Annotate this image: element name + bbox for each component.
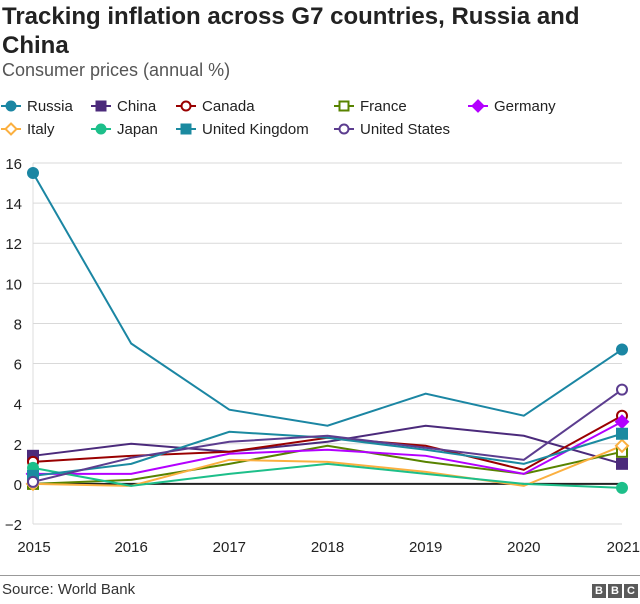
legend-label: France <box>360 97 407 115</box>
legend-item: Canada <box>175 96 255 116</box>
legend-item: United Kingdom <box>175 119 309 139</box>
series-line-china <box>32 424 623 465</box>
legend-label: Russia <box>27 97 73 115</box>
legend-marker <box>176 100 196 112</box>
legend-marker-square <box>338 100 350 112</box>
legend-label: Japan <box>117 120 158 138</box>
y-tick-label: 4 <box>14 397 22 414</box>
y-tick-label: 10 <box>5 276 22 293</box>
legend-label: United Kingdom <box>202 120 309 138</box>
y-tick-label: 6 <box>14 357 22 374</box>
bbc-logo-letter: B <box>592 584 606 598</box>
legend-label: Canada <box>202 97 255 115</box>
legend-item: China <box>90 96 156 116</box>
y-tick-label: 16 <box>5 156 22 173</box>
footer-divider <box>0 575 640 576</box>
y-tick-label: −2 <box>5 517 22 534</box>
legend-item: Italy <box>0 119 55 139</box>
x-tick-label: 2017 <box>213 539 246 556</box>
series-line-japan <box>32 462 623 489</box>
data-point-start <box>27 167 39 180</box>
legend-item: France <box>333 96 407 116</box>
x-tick-label: 2015 <box>17 539 50 556</box>
legend-item: United States <box>333 119 450 139</box>
legend-marker <box>176 123 196 135</box>
series-line-united-kingdom <box>32 430 623 477</box>
legend-marker-circle <box>338 123 350 135</box>
legend-item: Russia <box>0 96 73 116</box>
legend-marker <box>334 100 354 112</box>
legend-marker <box>1 100 21 112</box>
data-point-end <box>616 343 628 356</box>
data-point-end <box>614 414 630 430</box>
bbc-logo-letter: C <box>624 584 638 598</box>
series-line-germany <box>33 420 623 475</box>
legend-marker <box>1 122 21 136</box>
legend: Russia China Canada France Germany Italy Japan… <box>0 96 640 142</box>
series-line-united-states <box>32 388 623 483</box>
legend-item: Germany <box>467 96 556 116</box>
series-line-russia <box>32 172 623 427</box>
legend-marker-circle <box>95 123 107 135</box>
legend-label: United States <box>360 120 451 138</box>
data-point-end <box>616 427 628 440</box>
y-tick-label: 14 <box>5 196 22 213</box>
legend-marker <box>468 99 488 113</box>
legend-marker-square <box>180 123 192 135</box>
x-tick-label: 2021 <box>607 539 640 556</box>
chart-title: Tracking inflation across G7 countries, … <box>2 3 580 59</box>
y-tick-label: 12 <box>5 236 22 253</box>
data-point-start <box>27 475 39 488</box>
bbc-logo-letter: B <box>608 584 622 598</box>
y-tick-label: 2 <box>14 437 22 454</box>
x-tick-label: 2020 <box>507 539 540 556</box>
legend-label: Italy <box>27 120 55 138</box>
legend-label: China <box>117 97 157 115</box>
legend-item: Japan <box>90 119 158 139</box>
legend-marker-square <box>95 100 107 112</box>
legend-marker <box>91 123 111 135</box>
y-tick-label: 0 <box>14 477 22 494</box>
x-tick-label: 2016 <box>114 539 147 556</box>
data-point-end <box>616 457 628 470</box>
line-chart: −2 0 2 4 6 8 10 12 14 16 2015 2016 2017 2018 2019 2020 2… <box>5 156 640 556</box>
legend-marker <box>334 123 354 135</box>
x-tick-label: 2019 <box>409 539 442 556</box>
legend-marker-diamond <box>4 122 18 136</box>
data-point-end <box>614 438 630 454</box>
data-point-end <box>616 481 628 494</box>
legend-marker-diamond <box>471 99 485 113</box>
legend-marker-circle <box>180 100 192 112</box>
legend-label: Germany <box>494 97 556 115</box>
x-tick-label: 2018 <box>311 539 344 556</box>
legend-marker-circle <box>5 100 17 112</box>
y-tick-label: 8 <box>14 316 22 333</box>
source-note: Source: World Bank <box>2 581 136 598</box>
data-point-end <box>616 383 628 396</box>
legend-marker <box>91 100 111 112</box>
chart-subtitle: Consumer prices (annual %) <box>2 60 231 80</box>
